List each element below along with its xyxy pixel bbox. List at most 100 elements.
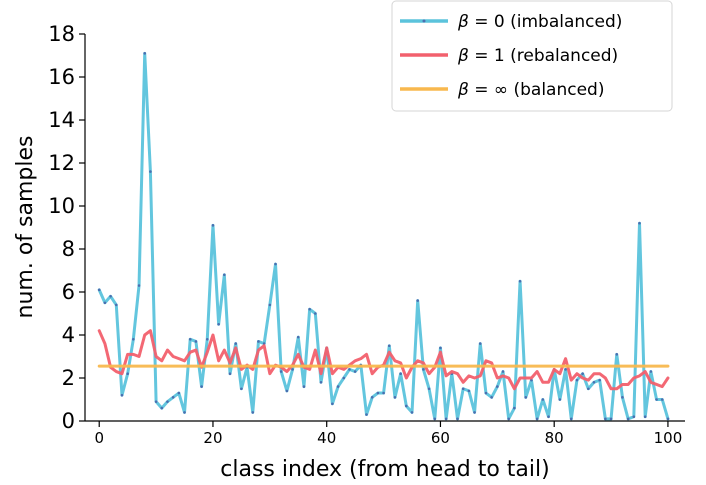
data-point [513, 406, 516, 410]
data-point [604, 417, 607, 421]
data-point [262, 342, 266, 345]
data-point [581, 372, 584, 376]
data-point [143, 52, 147, 55]
data-point [376, 391, 380, 395]
data-point [154, 400, 158, 403]
data-point [564, 368, 567, 371]
data-point [302, 385, 306, 388]
data-point [291, 368, 294, 371]
data-point [541, 398, 545, 401]
data-point [223, 273, 226, 277]
data-point [109, 295, 112, 298]
y-tick-label: 16 [48, 65, 75, 89]
y-tick-label: 12 [48, 151, 75, 175]
data-point [660, 398, 664, 401]
data-point [444, 417, 448, 421]
data-point [609, 417, 613, 421]
data-point [518, 279, 522, 283]
data-point [331, 402, 334, 406]
data-point [268, 303, 272, 307]
x-axis-label: class index (from head to tail) [220, 457, 549, 482]
y-tick-label: 6 [62, 280, 75, 304]
y-tick-label: 14 [48, 108, 75, 132]
data-point [279, 370, 283, 373]
data-point [501, 370, 505, 373]
data-point [240, 387, 243, 391]
data-point [524, 396, 528, 399]
data-point [205, 338, 209, 341]
data-point [405, 404, 408, 408]
x-tick-label: 0 [94, 429, 104, 447]
data-point [598, 378, 601, 382]
data-point [132, 338, 135, 341]
data-point [666, 417, 670, 421]
data-point [456, 417, 459, 421]
data-point [370, 396, 374, 399]
data-point [382, 391, 385, 395]
data-point [308, 307, 311, 311]
data-point [473, 411, 476, 414]
data-point [296, 335, 300, 339]
x-tick-label: 60 [431, 429, 450, 447]
data-point [257, 340, 260, 343]
series-layer [97, 51, 670, 421]
data-point [626, 417, 630, 421]
data-point [638, 221, 641, 225]
data-point [171, 396, 175, 399]
data-point [120, 393, 124, 397]
data-point [547, 415, 550, 419]
data-point [353, 370, 357, 373]
data-point [211, 224, 215, 227]
data-point [422, 368, 425, 371]
data-point [615, 353, 619, 356]
data-point [217, 322, 220, 326]
legend-frame [391, 0, 673, 112]
x-tick-label: 40 [317, 429, 336, 447]
data-point [177, 391, 181, 395]
data-point [433, 417, 437, 421]
y-tick-label: 4 [62, 323, 75, 347]
data-point [137, 284, 141, 287]
data-point [188, 338, 192, 341]
y-tick-label: 8 [62, 237, 75, 261]
legend-label-text: = 0 (imbalanced) [469, 12, 623, 32]
data-point [126, 372, 129, 376]
data-point [319, 381, 323, 384]
data-point [410, 411, 414, 414]
x-ticks: 0 20 40 60 80 100 [94, 421, 682, 447]
legend-label: β = 0 (imbalanced) [457, 12, 622, 32]
data-point [461, 387, 465, 391]
legend-label-symbol: β [457, 12, 469, 32]
y-axis-label: num. of samples [13, 136, 38, 319]
legend: β = 0 (imbalanced) β = 1 (rebalanced) β = … [391, 0, 673, 112]
data-point [234, 342, 238, 345]
data-point [166, 400, 169, 403]
data-point [228, 372, 232, 376]
data-point [348, 368, 351, 371]
x-tick-label: 100 [654, 429, 683, 447]
data-point [416, 299, 420, 302]
y-tick-label: 18 [48, 22, 75, 46]
data-point [342, 376, 346, 380]
data-point [535, 417, 539, 421]
data-point [149, 170, 152, 173]
data-point [621, 396, 624, 399]
legend-label: β = 1 (rebalanced) [457, 46, 618, 66]
legend-label: β = ∞ (balanced) [457, 80, 604, 100]
legend-marker [422, 19, 426, 23]
x-tick-label: 80 [545, 429, 564, 447]
data-point [387, 344, 391, 348]
data-point [478, 342, 482, 345]
data-point [643, 415, 647, 419]
data-point [97, 288, 101, 292]
y-tick-label: 10 [48, 194, 75, 218]
data-point [200, 385, 203, 388]
data-point [183, 411, 186, 414]
series-line-1 [97, 329, 670, 391]
data-point [160, 406, 164, 410]
data-point [365, 413, 368, 416]
data-point [507, 417, 510, 421]
data-point [427, 387, 431, 391]
data-point [632, 415, 636, 419]
